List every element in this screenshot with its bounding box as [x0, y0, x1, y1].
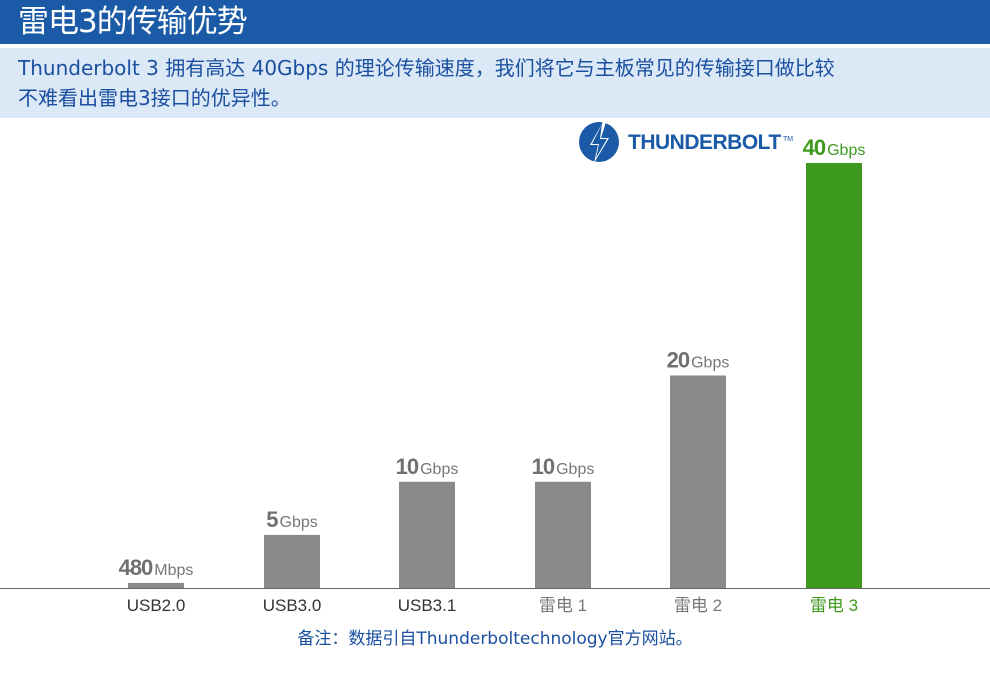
subtitle-box: Thunderbolt 3 拥有高达 40Gbps 的理论传输速度，我们将它与主…: [0, 48, 990, 118]
value-label-0: 480 Mbps: [119, 555, 194, 580]
category-label-4: 雷电 2: [674, 596, 722, 615]
value-label-5: 40 Gbps: [803, 135, 866, 160]
page-title: 雷电3的传输优势: [18, 4, 248, 40]
bar-3: [535, 481, 591, 588]
bar-0: [128, 582, 184, 588]
category-label-3: 雷电 1: [539, 596, 587, 615]
thunderbolt-logo-icon: [579, 122, 619, 163]
bar-4: [670, 375, 726, 588]
category-label-2: USB3.1: [398, 596, 457, 615]
value-label-1: 5 Gbps: [266, 507, 318, 532]
brand-name: THUNDERBOLT: [628, 131, 781, 154]
category-label-5: 雷电 3: [810, 596, 858, 615]
value-label-2: 10 Gbps: [396, 454, 459, 479]
category-label-1: USB3.0: [263, 596, 322, 615]
brand-tm: TM: [783, 136, 794, 143]
title-bar: 雷电3的传输优势: [0, 0, 990, 44]
subtitle-line-1: Thunderbolt 3 拥有高达 40Gbps 的理论传输速度，我们将它与主…: [18, 56, 835, 80]
subtitle-line-2: 不难看出雷电3接口的优异性。: [18, 86, 291, 110]
value-label-4: 20 Gbps: [667, 348, 730, 373]
category-label-0: USB2.0: [127, 596, 186, 615]
bar-2: [399, 481, 455, 588]
thunderbolt-brand: THUNDERBOLT TM: [578, 118, 793, 168]
bar-1: [264, 534, 320, 588]
value-label-3: 10 Gbps: [532, 454, 595, 479]
source-note: 备注：数据引自Thunderboltechnology官方网站。: [297, 629, 693, 649]
bar-5: [806, 163, 862, 588]
